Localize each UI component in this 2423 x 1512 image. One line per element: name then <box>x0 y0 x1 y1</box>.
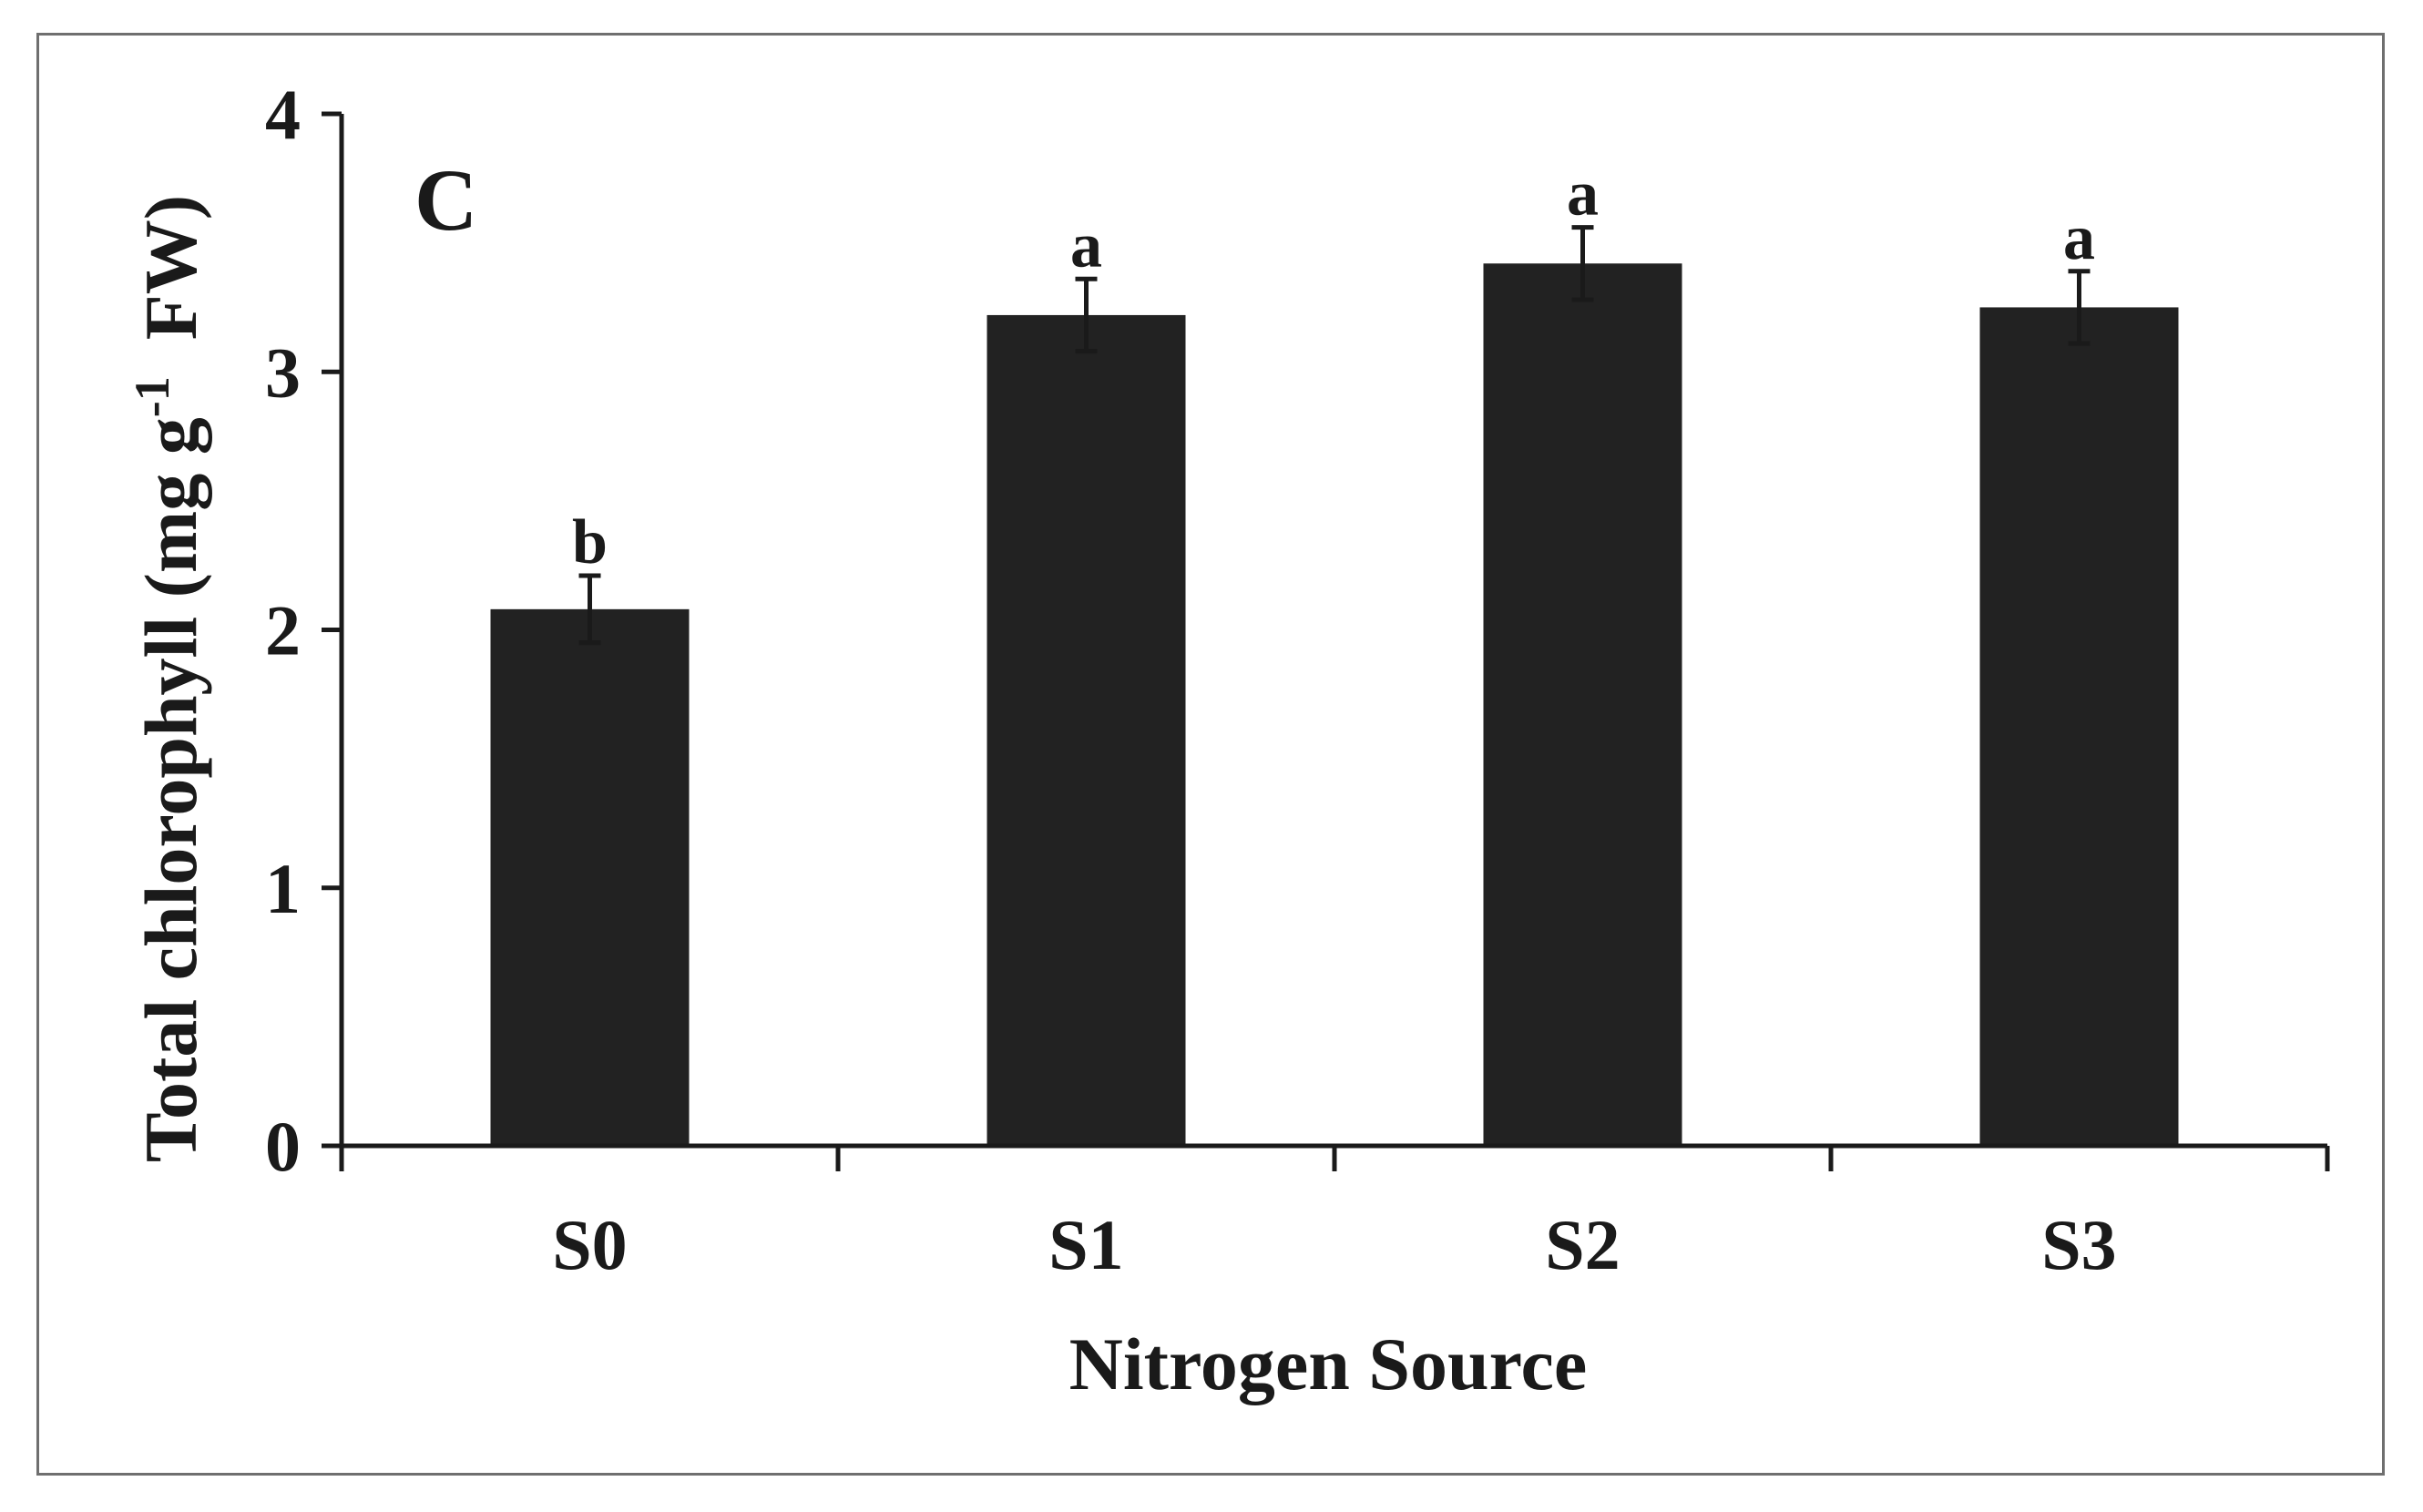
significance-label-s2: a <box>1567 159 1599 230</box>
x-tick-label-s1: S1 <box>1048 1205 1123 1284</box>
y-axis-title-main: Total chlorophyll (mg g <box>129 417 212 1162</box>
bars-layer <box>490 263 2179 1146</box>
bar-s3 <box>1979 307 2179 1146</box>
x-tick-label-s2: S2 <box>1545 1205 1620 1284</box>
bar-s2 <box>1483 263 1682 1146</box>
panel-label: C <box>414 151 477 249</box>
y-tick-label-4: 4 <box>265 75 301 154</box>
x-axis-title: Nitrogen Source <box>1069 1323 1588 1405</box>
significance-label-s3: a <box>2063 203 2095 273</box>
y-tick-label-1: 1 <box>265 849 301 928</box>
axes-layer <box>322 111 2330 1171</box>
error-bars-layer <box>578 225 2091 646</box>
bar-s1 <box>987 314 1186 1146</box>
x-tick-label-s0: S0 <box>552 1205 627 1284</box>
y-tick-label-3: 3 <box>265 332 301 412</box>
y-axis-title: Total chlorophyll (mg g-1 FW) <box>125 195 212 1162</box>
y-tick-label-2: 2 <box>265 591 301 670</box>
significance-label-s0: b <box>572 507 608 577</box>
labels-layer: b S0 a S1 a S2 a S3 0 1 2 3 4 <box>265 75 2117 1284</box>
x-tick-label-s3: S3 <box>2041 1205 2116 1284</box>
y-axis-title-superscript: -1 <box>125 376 179 417</box>
y-axis-title-unit: FW) <box>129 195 212 340</box>
y-tick-label-0: 0 <box>265 1107 301 1186</box>
significance-label-s1: a <box>1070 210 1102 281</box>
bar-s0 <box>490 608 690 1146</box>
